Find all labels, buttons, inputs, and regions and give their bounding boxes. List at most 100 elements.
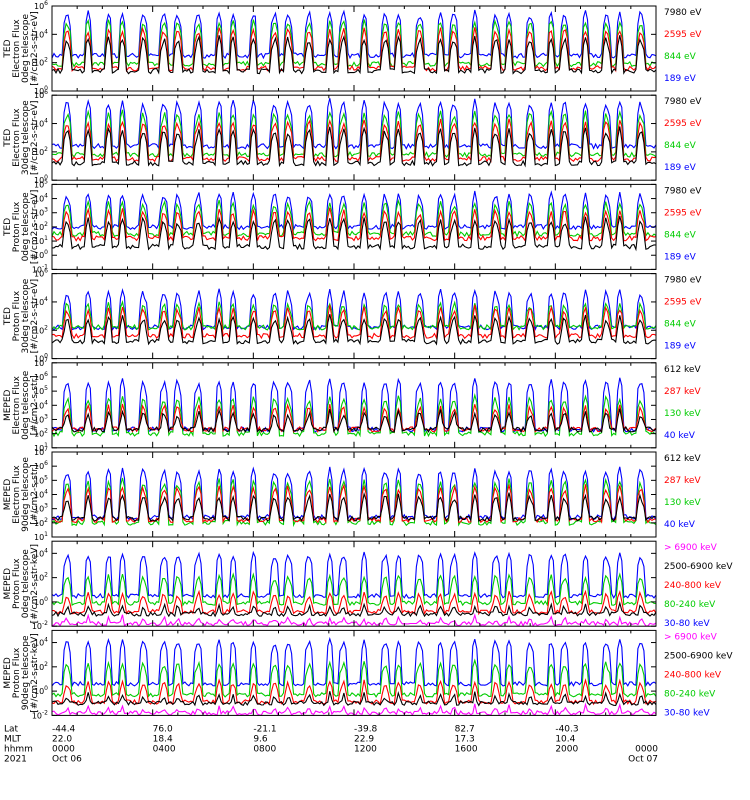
y-tick-label: 101	[34, 442, 48, 453]
footer-lat: 82.7	[455, 725, 475, 735]
y-tick-label: 107	[34, 446, 48, 457]
legend-entry: > 6900 keV	[664, 632, 718, 642]
legend-entry: 612 keV	[664, 365, 701, 375]
legend-entry: 287 keV	[664, 387, 701, 397]
y-tick-label: 104	[34, 547, 48, 558]
legend-entry: 7980 eV	[664, 186, 702, 196]
legend-entry: 130 keV	[664, 409, 701, 419]
footer-mlt: 10.4	[555, 735, 575, 745]
y-tick-label: 107	[34, 357, 48, 368]
y-axis-label-line: 0deg telescope	[21, 549, 31, 619]
legend-entry: 2595 eV	[664, 298, 702, 308]
series-2-1	[51, 126, 657, 168]
y-axis-label-line: [#/cm2-s-str-keV]	[30, 633, 40, 712]
legend-entry: 844 eV	[664, 230, 697, 240]
footer-mlt: 9.6	[253, 735, 268, 745]
footer-mlt: 22.9	[354, 735, 374, 745]
y-axis-label-line: MEPED	[3, 389, 13, 421]
y-tick-label: 102	[34, 57, 48, 68]
legend-entry: 130 keV	[664, 498, 701, 508]
y-axis-label: MEPED Electron Flux 0deg telescope [#/cm2-s…	[3, 370, 40, 440]
footer-lat: -40.3	[555, 725, 578, 735]
series-2-4	[51, 98, 657, 151]
y-axis-label-line: 0deg telescope	[21, 192, 31, 262]
legend-entry: 189 eV	[664, 163, 697, 173]
y-axis-label-line: Electron Flux	[12, 465, 22, 524]
y-tick-label: 104	[34, 399, 48, 410]
footer-hhmm: 0800	[253, 745, 276, 755]
legend-entry: 80-240 keV	[664, 600, 716, 610]
footer-date: Oct 06	[52, 755, 82, 765]
y-tick-label: 100	[34, 353, 48, 364]
panel-frame	[51, 183, 657, 270]
series-1-3	[51, 18, 657, 69]
series-3-2	[51, 207, 657, 243]
legend-entry: 844 eV	[664, 320, 697, 330]
legend-entry: 844 eV	[664, 52, 697, 62]
series-1-4	[51, 9, 657, 60]
legend-entry: 7980 eV	[664, 8, 702, 18]
legend-entry: 240-800 keV	[664, 670, 722, 680]
y-tick-label: 103	[34, 503, 48, 514]
y-axis-label-line: [#/cm2-s-str-keV]	[30, 544, 40, 623]
y-tick-label: 100	[34, 249, 48, 260]
series-6-3	[51, 477, 657, 528]
y-axis-label-line: 0deg telescope	[21, 14, 31, 84]
series-5-4	[51, 377, 657, 434]
y-tick-label: 104	[34, 637, 48, 648]
series-7-5	[51, 550, 657, 600]
y-tick-label: 103	[34, 207, 48, 218]
y-tick-label: 106	[34, 371, 48, 382]
y-tick-label: 102	[34, 661, 48, 672]
series-5-3	[51, 393, 657, 438]
y-axis-label: TED Proton Flux 0deg telescope [#/cm2-s-str…	[3, 190, 40, 265]
footer-hhmm: 1200	[354, 745, 377, 755]
series-3-1	[51, 215, 657, 252]
legend-entry: 2595 eV	[664, 119, 702, 129]
y-axis-label-line: MEPED	[3, 568, 13, 600]
y-tick-label: 104	[34, 28, 48, 39]
legend-entry: 189 eV	[664, 342, 697, 352]
y-tick-label: 100	[34, 596, 48, 607]
y-axis-label-line: TED	[3, 39, 13, 58]
legend-entry: 2595 eV	[664, 208, 702, 218]
y-axis-label: TED Proton Flux 30deg telescope [#/cm2-s-st…	[3, 278, 40, 353]
series-6-1	[51, 491, 657, 523]
y-axis-label: TED Electron Flux 0deg telescope [#/cm2-s-s…	[3, 11, 40, 86]
y-tick-label: 105	[34, 474, 48, 485]
series-8-5	[51, 636, 657, 688]
series-7-4	[51, 572, 657, 607]
y-tick-label: 104	[34, 118, 48, 129]
footer-lat: 76.0	[153, 725, 173, 735]
y-tick-label: 102	[34, 517, 48, 528]
y-tick-label: 101	[34, 531, 48, 542]
legend-entry: 30-80 keV	[664, 619, 710, 629]
y-axis-label-line: 0deg telescope	[21, 370, 31, 440]
y-tick-label: 102	[34, 221, 48, 232]
series-3-4	[51, 190, 657, 232]
series-5-1	[51, 408, 657, 434]
y-axis-label-line: [#/cm2-s-str]	[30, 464, 40, 524]
panel-frame	[51, 94, 657, 181]
y-tick-label: 10-2	[32, 620, 48, 631]
legend-entry: 40 keV	[664, 520, 696, 530]
footer-hhmm: 0000	[635, 745, 658, 755]
legend-entry: 189 eV	[664, 74, 697, 84]
y-axis-label-line: 90deg telescope	[21, 457, 31, 532]
series-4-1	[51, 314, 657, 346]
y-tick-label: 106	[34, 268, 48, 279]
y-tick-label: 10-1	[32, 263, 48, 274]
y-tick-label: 100	[34, 685, 48, 696]
y-tick-label: 104	[34, 489, 48, 500]
legend-entry: 612 keV	[664, 454, 701, 464]
y-tick-label: 103	[34, 413, 48, 424]
series-1-1	[51, 34, 657, 75]
footer-row-label: hhmm	[4, 745, 33, 755]
y-tick-label: 102	[34, 146, 48, 157]
